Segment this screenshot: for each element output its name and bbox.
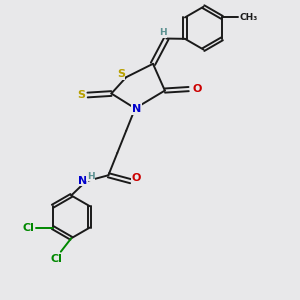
Text: O: O xyxy=(131,173,141,183)
Text: H: H xyxy=(87,172,94,181)
Text: S: S xyxy=(117,69,125,79)
Text: Cl: Cl xyxy=(22,223,34,232)
Text: Cl: Cl xyxy=(50,254,62,264)
Text: S: S xyxy=(77,90,85,100)
Text: O: O xyxy=(192,84,202,94)
Text: H: H xyxy=(159,28,166,37)
Text: N: N xyxy=(78,176,87,186)
Text: CH₃: CH₃ xyxy=(240,13,258,22)
Text: N: N xyxy=(132,104,141,114)
